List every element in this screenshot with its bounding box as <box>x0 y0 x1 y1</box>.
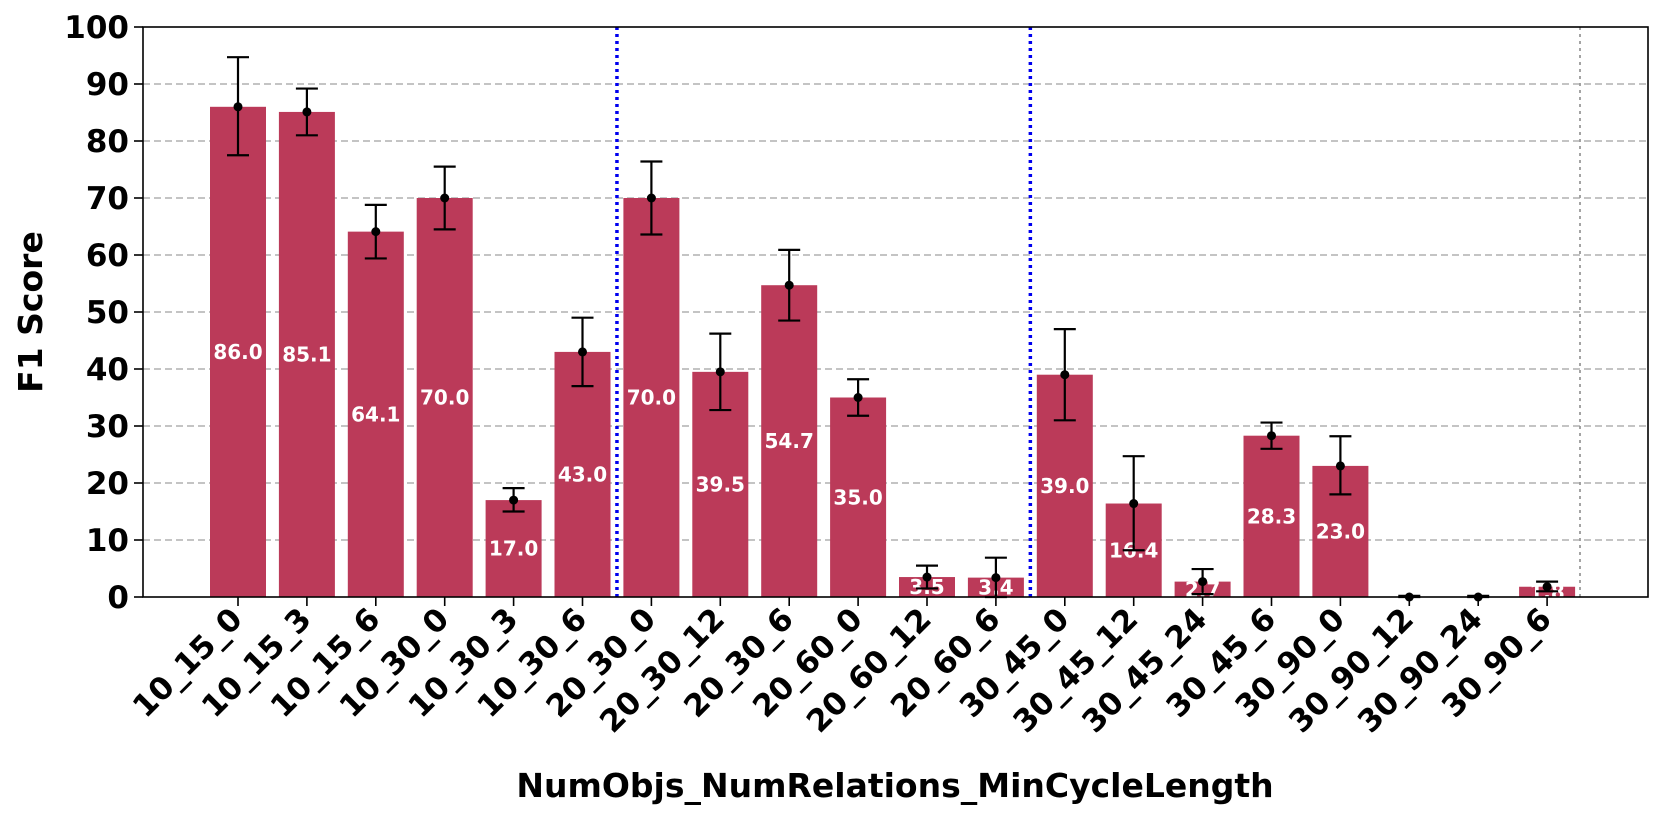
y-axis-ticks: 0 10 20 30 40 50 60 70 80 90 100 <box>64 10 143 616</box>
bar <box>623 198 680 597</box>
bar <box>347 231 404 597</box>
bar-value-label: 64.1 <box>351 402 400 426</box>
y-tick-label: 30 <box>86 409 129 445</box>
bars <box>210 106 1576 598</box>
bar-value-label: 17.0 <box>489 537 538 561</box>
x-axis-ticks: 10_15_010_15_310_15_610_30_010_30_310_30… <box>126 597 1559 740</box>
mean-marker <box>1198 577 1208 587</box>
bar <box>210 106 266 598</box>
bar-value-label: 39.0 <box>1040 474 1089 498</box>
error-bars <box>227 56 1559 602</box>
mean-marker <box>715 367 725 377</box>
mean-marker <box>646 193 656 203</box>
mean-marker <box>922 572 932 582</box>
bar-value-label: 23.0 <box>1316 519 1365 543</box>
y-tick-label: 90 <box>86 67 129 103</box>
bar-value-label: 85.1 <box>282 342 331 366</box>
bar-value-label: 28.3 <box>1247 504 1296 528</box>
grid-lines <box>143 27 1648 597</box>
mean-marker <box>233 102 243 112</box>
bar <box>278 111 335 598</box>
bar <box>416 198 473 597</box>
y-tick-label: 80 <box>86 124 129 160</box>
mean-marker <box>784 280 794 290</box>
y-tick-label: 50 <box>86 295 129 331</box>
mean-marker <box>371 227 381 237</box>
y-axis-title: F1 Score <box>11 231 50 393</box>
mean-marker <box>853 393 863 402</box>
bar-value-label: 70.0 <box>420 386 469 410</box>
mean-marker <box>440 193 450 203</box>
mean-marker <box>509 495 519 505</box>
y-tick-label: 10 <box>86 523 129 559</box>
mean-marker <box>1129 499 1139 509</box>
y-tick-label: 60 <box>86 238 129 274</box>
y-tick-label: 100 <box>64 10 129 46</box>
x-axis-title: NumObjs_NumRelations_MinCycleLength <box>516 766 1273 805</box>
bar-value-label: 39.5 <box>696 472 745 496</box>
mean-marker <box>1267 431 1276 441</box>
bar-value-label: 43.0 <box>558 462 607 486</box>
bar-value-label: 86.0 <box>213 340 262 364</box>
bar <box>830 397 887 597</box>
bar-value-label: 54.7 <box>765 429 814 453</box>
mean-marker <box>302 107 312 117</box>
y-tick-label: 70 <box>86 181 129 217</box>
bar-value-label: 70.0 <box>627 386 676 410</box>
y-tick-label: 0 <box>107 580 129 616</box>
y-tick-label: 20 <box>86 466 129 502</box>
bar <box>761 285 818 597</box>
mean-marker <box>1335 461 1345 471</box>
mean-marker <box>1060 370 1070 380</box>
bar <box>485 500 542 597</box>
y-tick-label: 40 <box>86 352 129 388</box>
bar-value-label: 35.0 <box>833 485 882 509</box>
mean-marker <box>578 347 587 357</box>
mean-marker <box>991 573 1001 583</box>
bar <box>1243 435 1300 597</box>
mean-marker <box>1542 582 1552 592</box>
bar <box>554 351 611 597</box>
